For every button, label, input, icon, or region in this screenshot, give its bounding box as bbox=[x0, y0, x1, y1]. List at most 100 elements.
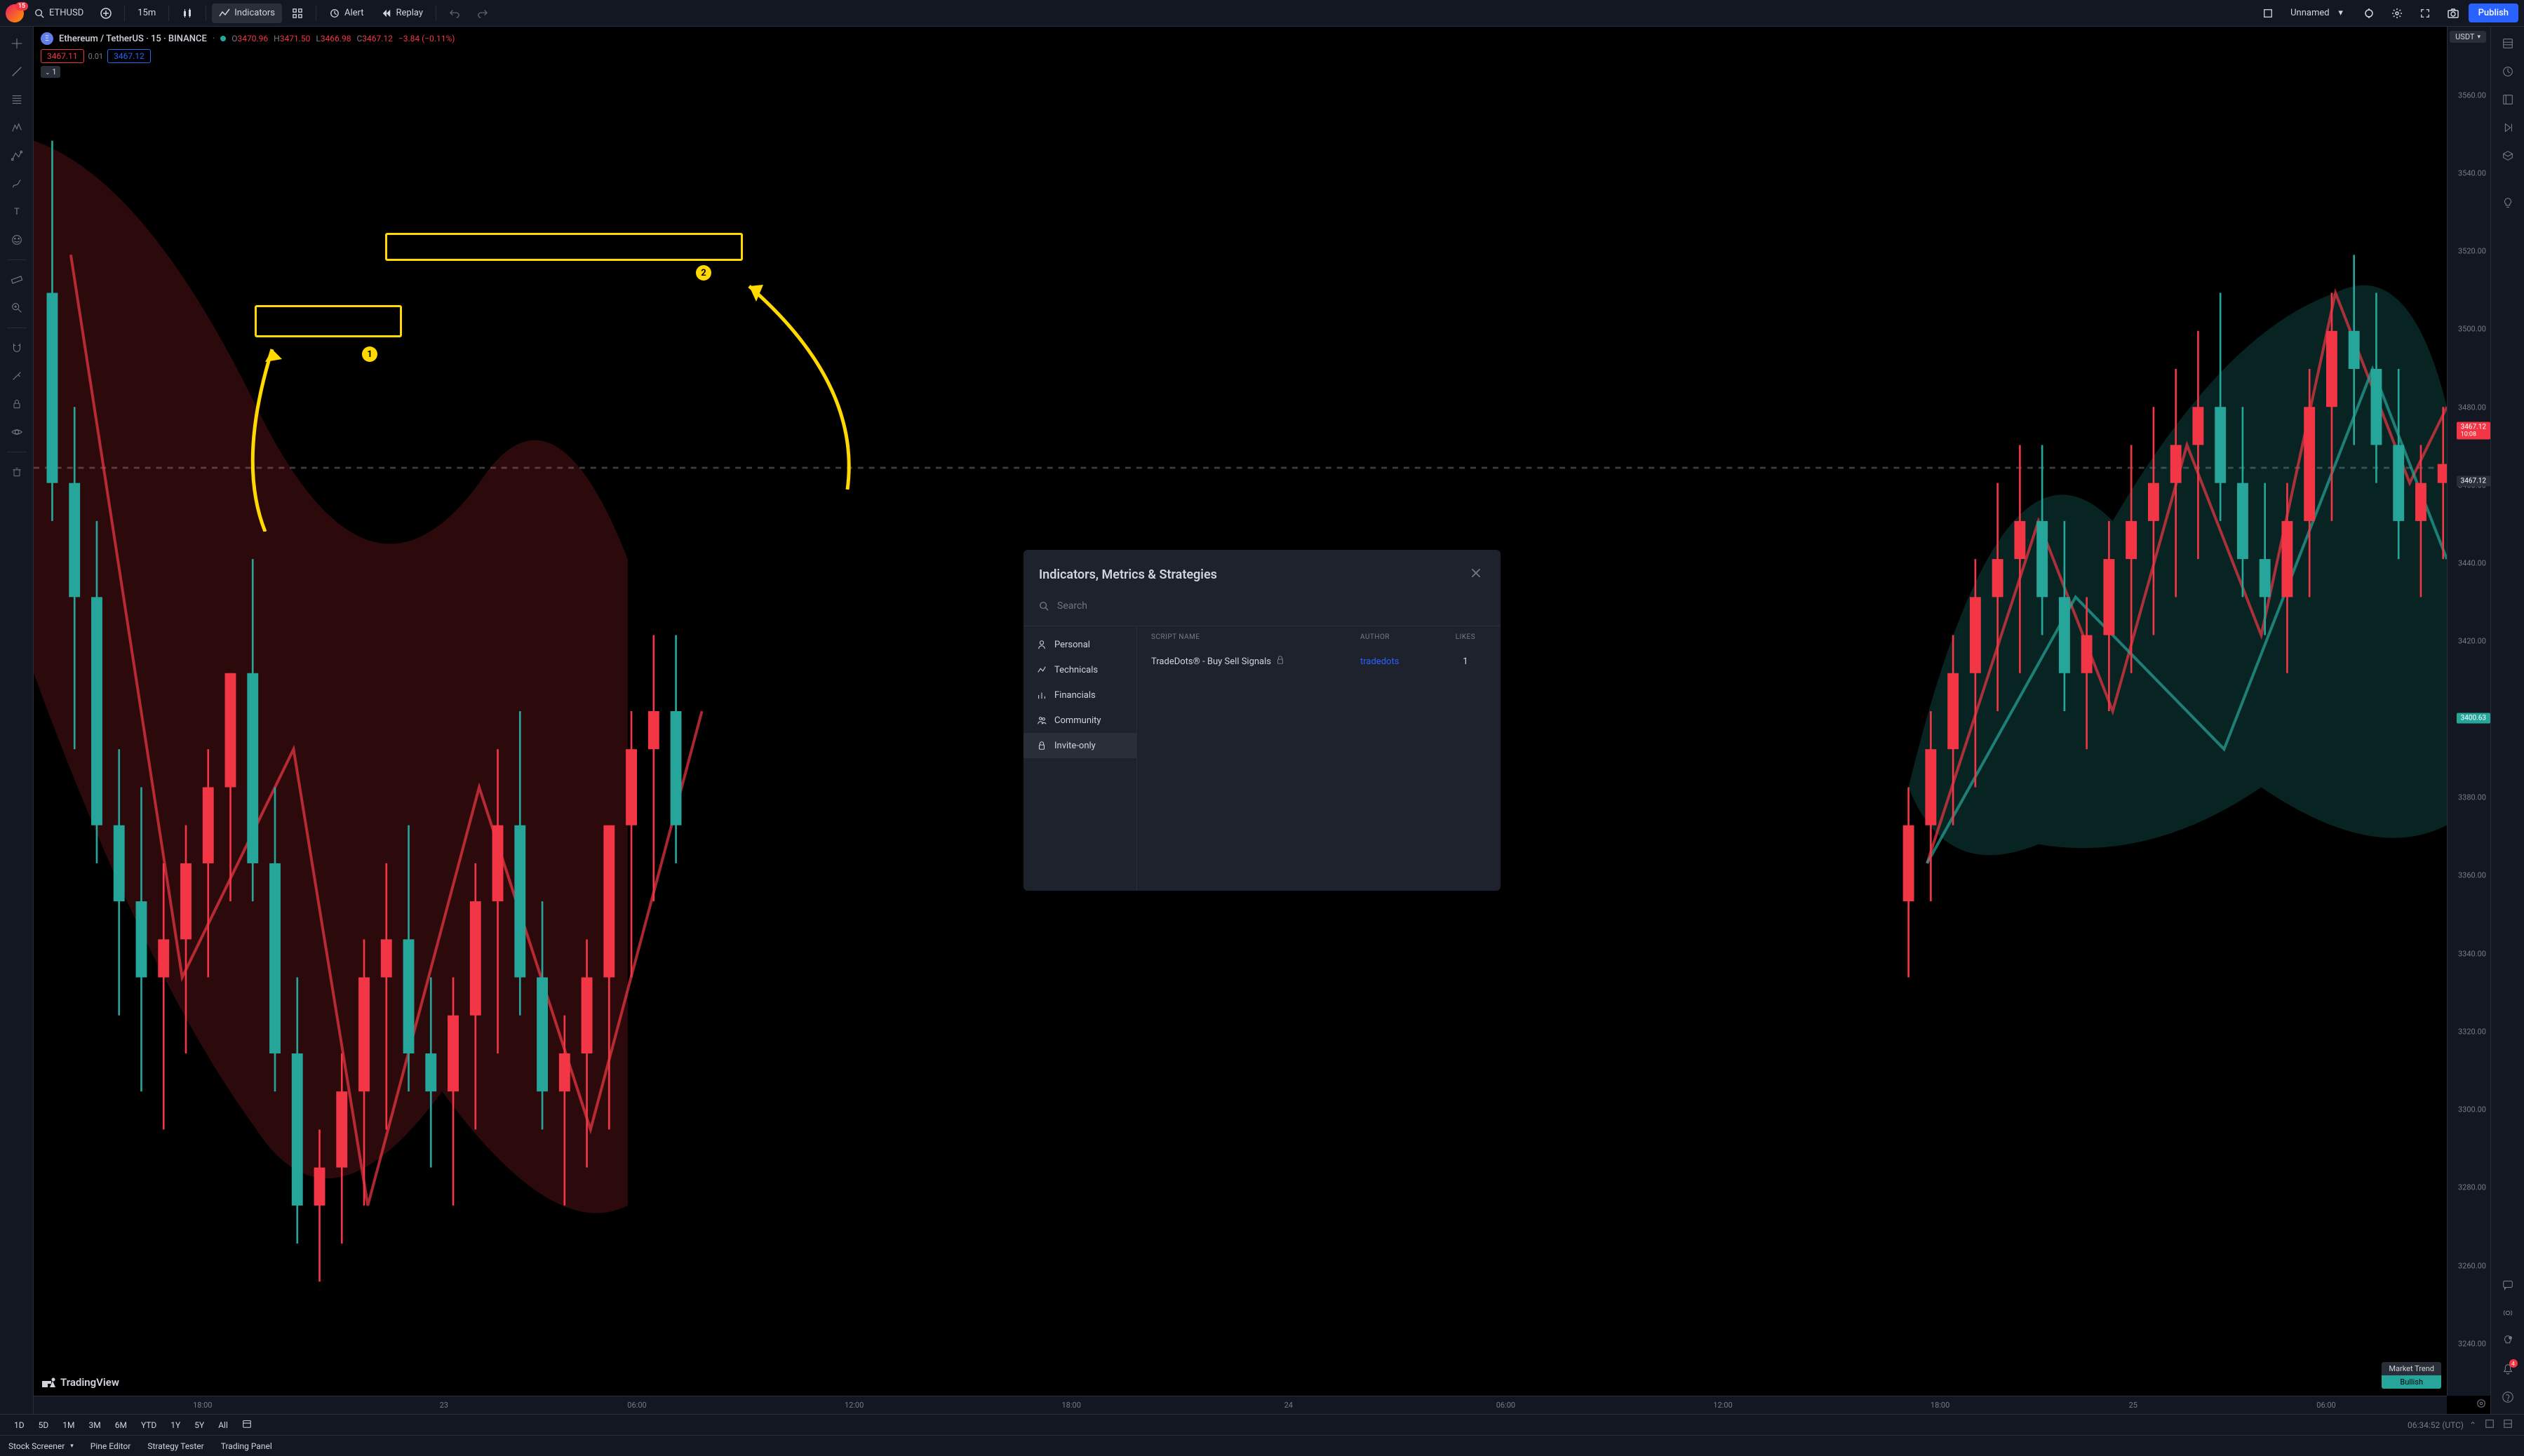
separator bbox=[124, 6, 125, 21]
category-invite-only[interactable]: Invite-only bbox=[1023, 733, 1136, 758]
category-technicals[interactable]: Technicals bbox=[1023, 657, 1136, 682]
alerts-button[interactable] bbox=[2497, 60, 2519, 83]
redo-icon bbox=[477, 8, 488, 19]
modal-list: SCRIPT NAME AUTHOR LIKES TradeDots® - Bu… bbox=[1137, 626, 1501, 891]
settings-button[interactable] bbox=[2384, 4, 2410, 23]
ideas-button[interactable] bbox=[2497, 192, 2519, 215]
trendline-tool[interactable] bbox=[6, 60, 28, 83]
magnet-tool[interactable] bbox=[6, 337, 28, 359]
script-row[interactable]: TradeDots® - Buy Sell Signalstradedots1 bbox=[1137, 648, 1501, 675]
range-1Y[interactable]: 1Y bbox=[165, 1417, 186, 1433]
objects-button[interactable] bbox=[2497, 144, 2519, 167]
symbol-label: ETHUSD bbox=[49, 8, 83, 18]
pattern-tool[interactable] bbox=[6, 116, 28, 139]
indicators-modal: Indicators, Metrics & Strategies Persona… bbox=[1023, 550, 1501, 891]
fib-tool[interactable] bbox=[6, 88, 28, 111]
category-personal[interactable]: Personal bbox=[1023, 632, 1136, 657]
publish-button[interactable]: Publish bbox=[2469, 4, 2518, 22]
add-symbol-button[interactable] bbox=[93, 4, 119, 23]
axis-settings-icon[interactable] bbox=[2476, 1398, 2486, 1411]
indicators-icon bbox=[219, 8, 230, 19]
notifications-button[interactable]: 4 bbox=[2497, 1358, 2519, 1380]
search-input[interactable] bbox=[1039, 596, 1485, 616]
time-axis[interactable]: 18:002306:0012:0018:002406:0012:0018:002… bbox=[34, 1396, 2447, 1414]
watchlist-button[interactable] bbox=[2497, 32, 2519, 55]
quick-search-button[interactable] bbox=[2356, 4, 2382, 23]
category-community[interactable]: Community bbox=[1023, 708, 1136, 733]
fullscreen-button[interactable] bbox=[2412, 4, 2438, 23]
projection-tool[interactable] bbox=[6, 144, 28, 167]
lock-icon bbox=[1036, 740, 1047, 751]
col-script-name: SCRIPT NAME bbox=[1151, 633, 1360, 641]
symbol-icon: Ξ bbox=[41, 32, 53, 45]
chat-button[interactable] bbox=[2497, 1274, 2519, 1296]
range-6M[interactable]: 6M bbox=[109, 1417, 133, 1433]
col-likes: LIKES bbox=[1444, 633, 1486, 641]
right-toolbar: 4 bbox=[2490, 27, 2524, 1414]
ruler-tool[interactable] bbox=[6, 269, 28, 291]
chart-area[interactable]: Ξ Ethereum / TetherUS · 15 · BINANCE · O… bbox=[34, 27, 2490, 1414]
market-open-dot bbox=[220, 36, 226, 41]
undo-icon bbox=[449, 8, 460, 19]
range-1M[interactable]: 1M bbox=[57, 1417, 80, 1433]
bottom-stock-screener[interactable]: Stock Screener▾ bbox=[8, 1441, 74, 1451]
chart-header: Ξ Ethereum / TetherUS · 15 · BINANCE · O… bbox=[41, 32, 455, 45]
modal-title: Indicators, Metrics & Strategies bbox=[1039, 567, 1217, 582]
bottom-strategy-tester[interactable]: Strategy Tester bbox=[147, 1441, 203, 1451]
emoji-tool[interactable] bbox=[6, 229, 28, 251]
zoom-tool[interactable] bbox=[6, 297, 28, 319]
hotlist-button[interactable] bbox=[2497, 88, 2519, 111]
layout-name[interactable]: Unnamed ▾ bbox=[2283, 4, 2354, 23]
streams-button[interactable] bbox=[2497, 1302, 2519, 1324]
replay-button[interactable]: Replay bbox=[374, 4, 431, 23]
range-3M[interactable]: 3M bbox=[83, 1417, 106, 1433]
symbol-search[interactable]: ETHUSD bbox=[27, 4, 90, 23]
symbol-full: Ethereum / TetherUS · 15 · BINANCE bbox=[59, 34, 207, 44]
lock-icon bbox=[1275, 655, 1285, 668]
templates-button[interactable] bbox=[285, 4, 310, 23]
tradingview-logo: TradingView bbox=[42, 1376, 119, 1389]
crosshair-tool[interactable] bbox=[6, 32, 28, 55]
snapshot-button[interactable] bbox=[2441, 4, 2466, 23]
undo-button[interactable] bbox=[442, 4, 467, 23]
clock-display: 06:34:52 (UTC) bbox=[2408, 1420, 2464, 1430]
range-5Y[interactable]: 5Y bbox=[189, 1417, 210, 1433]
range-1D[interactable]: 1D bbox=[8, 1417, 30, 1433]
help-button[interactable] bbox=[2497, 1386, 2519, 1408]
collapse-button[interactable]: ⌃ bbox=[2466, 1417, 2479, 1433]
goto-date-button[interactable] bbox=[236, 1416, 257, 1434]
indicators-button[interactable]: Indicators bbox=[212, 4, 282, 23]
layout-button[interactable] bbox=[2255, 4, 2281, 23]
range-All[interactable]: All bbox=[213, 1417, 234, 1433]
people-icon bbox=[1036, 715, 1047, 726]
alert-button[interactable]: Alert bbox=[322, 4, 371, 23]
log-button[interactable] bbox=[2482, 1416, 2497, 1434]
text-tool[interactable]: T bbox=[6, 201, 28, 223]
bottom-trading-panel[interactable]: Trading Panel bbox=[221, 1441, 272, 1451]
range-5D[interactable]: 5D bbox=[33, 1417, 55, 1433]
category-financials[interactable]: Financials bbox=[1023, 682, 1136, 708]
trash-tool[interactable] bbox=[6, 461, 28, 483]
grid-icon bbox=[292, 8, 303, 19]
bottom-pine-editor[interactable]: Pine Editor bbox=[90, 1441, 131, 1451]
replay-icon bbox=[381, 8, 392, 19]
person-icon bbox=[1036, 639, 1047, 650]
ideas-stream-button[interactable] bbox=[2497, 1330, 2519, 1352]
redo-button[interactable] bbox=[470, 4, 495, 23]
interval-button[interactable]: 15m bbox=[130, 4, 163, 22]
svg-text:T: T bbox=[14, 207, 20, 217]
price-axis[interactable]: USDT ▾ 3560.003540.003520.003500.003480.… bbox=[2447, 27, 2490, 1396]
maximize-button[interactable] bbox=[2500, 1416, 2516, 1434]
hide-tool[interactable] bbox=[6, 421, 28, 443]
currency-badge[interactable]: USDT ▾ bbox=[2450, 31, 2486, 43]
close-button[interactable] bbox=[1467, 564, 1485, 585]
candles-icon bbox=[182, 8, 193, 19]
chart-type-button[interactable] bbox=[175, 4, 200, 23]
range-YTD[interactable]: YTD bbox=[135, 1417, 162, 1433]
modal-sidebar: PersonalTechnicalsFinancialsCommunityInv… bbox=[1023, 626, 1137, 891]
stay-draw-tool[interactable] bbox=[6, 365, 28, 387]
brush-tool[interactable] bbox=[6, 173, 28, 195]
user-avatar[interactable]: 15 bbox=[6, 4, 24, 22]
lock-tool[interactable] bbox=[6, 393, 28, 415]
calendar-button[interactable] bbox=[2497, 116, 2519, 139]
